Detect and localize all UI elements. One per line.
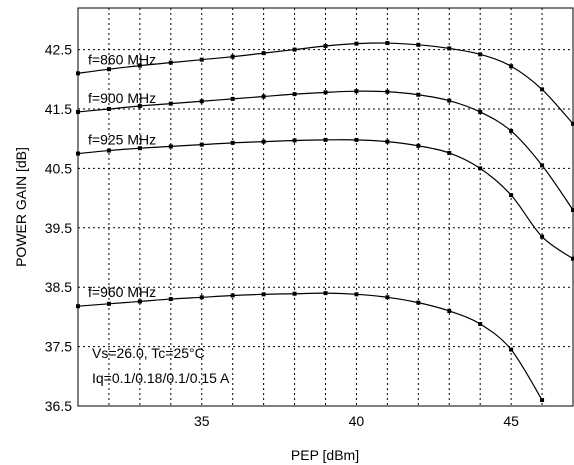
y-tick-label: 36.5 <box>45 398 72 414</box>
data-point <box>447 46 452 51</box>
data-point <box>76 71 80 76</box>
x-tick-label: 45 <box>503 413 519 429</box>
data-point <box>540 87 545 92</box>
data-point <box>76 304 80 309</box>
x-tick-label: 35 <box>194 413 210 429</box>
data-point <box>230 293 235 298</box>
data-point <box>385 89 390 94</box>
data-point <box>199 295 204 300</box>
data-point <box>354 89 359 94</box>
y-tick-label: 38.5 <box>45 279 72 295</box>
data-point <box>354 137 359 142</box>
data-point <box>292 291 297 296</box>
plot-frame <box>77 7 574 407</box>
data-point <box>168 101 173 106</box>
data-point <box>571 121 574 126</box>
data-point <box>199 57 204 62</box>
data-point <box>137 146 142 151</box>
data-point <box>137 63 142 68</box>
data-point <box>168 60 173 65</box>
data-point <box>230 54 235 59</box>
data-point <box>416 92 421 97</box>
y-tick-label: 42.5 <box>45 42 72 58</box>
data-point <box>292 138 297 143</box>
series-0: f=860 MHz <box>76 41 574 126</box>
data-point <box>509 193 514 198</box>
data-point <box>478 166 483 171</box>
data-point <box>385 139 390 144</box>
conditions-line-2: Iq=0.1/0.18/0.1/0.15 A <box>92 370 230 386</box>
data-point <box>509 347 514 352</box>
data-point <box>509 128 514 133</box>
data-point <box>261 94 266 99</box>
data-point <box>106 148 111 153</box>
series-line <box>77 292 543 401</box>
data-point <box>261 51 266 56</box>
x-axis-label: PEP [dBm] <box>291 447 359 463</box>
data-point <box>137 299 142 304</box>
data-point <box>478 52 483 57</box>
data-point <box>230 140 235 145</box>
data-point <box>416 143 421 148</box>
data-point <box>571 207 574 212</box>
data-point <box>447 308 452 313</box>
conditions-line-1: Vs=26.0, Tc=25°C <box>92 345 205 361</box>
data-point <box>199 142 204 147</box>
data-point <box>385 41 390 46</box>
data-point <box>168 144 173 149</box>
series-label: f=960 MHz <box>88 284 156 300</box>
data-point <box>540 163 545 168</box>
series-label: f=860 MHz <box>88 51 156 67</box>
data-point <box>323 137 328 142</box>
data-point <box>76 151 80 156</box>
series-3: f=960 MHz <box>76 284 545 403</box>
y-tick-label: 39.5 <box>45 220 72 236</box>
data-point <box>447 150 452 155</box>
data-point <box>509 64 514 69</box>
series-label: f=900 MHz <box>88 90 156 106</box>
tick-labels: 36.5 37.5 38.5 39.5 40.5 41.5 42.5 35 40 45 <box>45 42 519 429</box>
data-point <box>354 292 359 297</box>
data-point <box>261 139 266 144</box>
data-point <box>323 90 328 95</box>
data-point <box>323 291 328 296</box>
data-point <box>416 300 421 305</box>
y-tick-label: 40.5 <box>45 160 72 176</box>
data-point <box>292 92 297 97</box>
data-point <box>137 104 142 109</box>
data-point <box>323 44 328 49</box>
series-2: f=925 MHz <box>76 132 574 261</box>
data-point <box>354 41 359 46</box>
data-point <box>478 109 483 114</box>
data-point <box>106 106 111 111</box>
y-tick-label: 41.5 <box>45 101 72 117</box>
data-point <box>292 47 297 52</box>
data-point <box>230 96 235 101</box>
series-1: f=900 MHz <box>76 89 574 212</box>
data-point <box>76 109 80 114</box>
data-point <box>540 234 545 239</box>
data-point <box>106 67 111 72</box>
y-tick-label: 37.5 <box>45 339 72 355</box>
data-point <box>571 256 574 261</box>
data-point <box>478 322 483 327</box>
data-point <box>261 292 266 297</box>
y-axis-label: POWER GAIN [dB] <box>13 147 29 267</box>
series-label: f=925 MHz <box>88 132 156 148</box>
data-point <box>168 297 173 302</box>
series-layer: f=860 MHz f=900 MHz f=925 MHz f=960 MHz <box>76 41 574 403</box>
data-point <box>416 42 421 47</box>
data-point <box>447 98 452 103</box>
data-point <box>385 295 390 300</box>
data-point <box>106 301 111 306</box>
data-point <box>199 99 204 104</box>
x-tick-label: 40 <box>349 413 365 429</box>
data-point <box>540 398 545 403</box>
